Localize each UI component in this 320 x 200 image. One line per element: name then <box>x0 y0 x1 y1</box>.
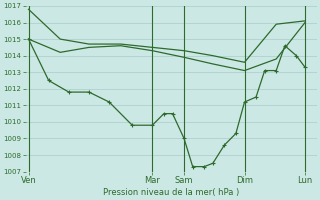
X-axis label: Pression niveau de la mer( hPa ): Pression niveau de la mer( hPa ) <box>103 188 239 197</box>
